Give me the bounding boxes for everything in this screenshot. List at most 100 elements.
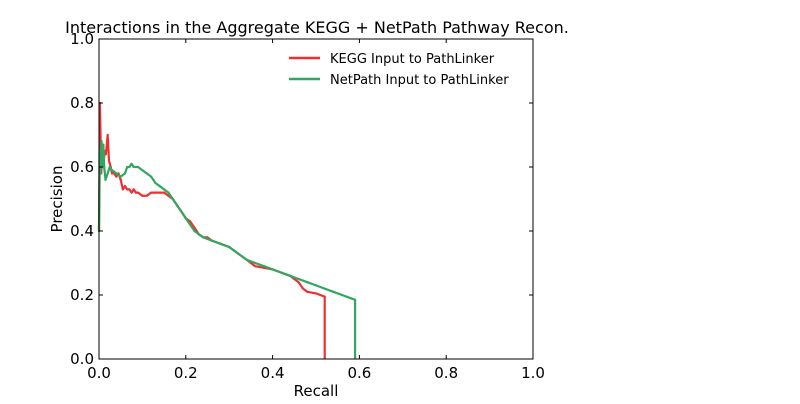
x-tick-label: 0.6 — [347, 364, 371, 382]
data-point — [108, 165, 111, 169]
y-tick-label: 0.8 — [70, 94, 94, 112]
legend-label: KEGG Input to PathLinker — [330, 52, 495, 67]
x-tick-label: 0.8 — [434, 364, 458, 382]
data-point — [141, 194, 144, 197]
data-point — [340, 293, 344, 297]
y-tick-label: 0.2 — [70, 286, 94, 304]
series-line-0 — [97, 101, 326, 359]
data-point — [306, 290, 309, 293]
tick-layer: 0.0 0.2 0.4 0.6 0.8 1.0 0.0 0.2 0.4 0.6 0.8 1.0 — [70, 30, 545, 382]
data-point — [297, 277, 300, 281]
data-point — [132, 188, 135, 191]
y-tick-label: 1.0 — [70, 30, 94, 48]
x-tick-label: 0.0 — [87, 364, 111, 382]
data-point — [130, 191, 133, 194]
data-point — [254, 265, 257, 268]
data-point — [137, 165, 140, 169]
data-point — [99, 172, 102, 175]
data-point — [314, 292, 318, 295]
data-point — [297, 281, 300, 284]
data-point — [176, 204, 179, 207]
x-tick-label: 0.4 — [261, 364, 285, 382]
series-layer — [97, 101, 357, 359]
data-point — [163, 188, 166, 191]
data-point — [115, 172, 118, 175]
data-point — [184, 217, 187, 220]
data-point — [228, 245, 231, 249]
data-point — [280, 271, 283, 274]
legend-label: NetPath Input to PathLinker — [330, 73, 509, 88]
data-point — [123, 172, 127, 175]
y-tick-label: 0.0 — [70, 350, 94, 368]
data-point — [354, 298, 357, 301]
data-point — [271, 268, 274, 271]
data-point — [152, 178, 155, 181]
data-point — [106, 133, 109, 137]
data-point — [158, 191, 161, 194]
data-point — [158, 185, 161, 188]
data-point — [154, 191, 157, 194]
y-tick-label: 0.6 — [70, 158, 94, 176]
data-point — [306, 281, 309, 284]
data-point — [301, 287, 305, 290]
data-point — [137, 191, 140, 194]
data-point — [123, 185, 127, 188]
data-point — [314, 284, 318, 287]
chart-title: Interactions in the Aggregate KEGG + Net… — [65, 18, 569, 37]
data-point — [128, 165, 131, 169]
data-point — [245, 258, 248, 261]
y-tick-label: 0.4 — [70, 222, 94, 240]
data-point — [180, 210, 183, 213]
y-axis-label: Precision — [48, 166, 66, 233]
data-point — [262, 265, 265, 268]
data-point — [154, 181, 157, 185]
data-point — [104, 153, 107, 156]
data-point — [189, 223, 192, 226]
plot-frame — [98, 38, 534, 360]
data-point — [141, 169, 144, 172]
data-point — [102, 143, 105, 146]
data-point — [110, 169, 114, 172]
data-point — [104, 178, 107, 181]
data-point — [150, 191, 153, 194]
data-point — [332, 290, 335, 293]
x-tick-label: 1.0 — [521, 364, 545, 382]
data-point — [107, 159, 111, 162]
x-axis-label: Recall — [294, 382, 339, 400]
data-point — [128, 188, 131, 191]
data-point — [323, 295, 326, 298]
data-point — [130, 162, 133, 165]
data-point — [126, 165, 129, 169]
data-point — [202, 236, 205, 239]
data-point — [103, 165, 106, 169]
data-point — [319, 293, 322, 297]
data-point — [171, 197, 174, 201]
data-point — [254, 261, 257, 265]
data-point — [121, 188, 124, 191]
data-point — [167, 191, 170, 194]
data-point — [288, 274, 292, 277]
data-point — [110, 172, 114, 175]
data-point — [349, 297, 352, 300]
data-point — [150, 175, 153, 178]
data-point — [115, 175, 118, 178]
x-tick-label: 0.2 — [174, 364, 198, 382]
data-point — [119, 178, 122, 181]
data-point — [100, 140, 103, 143]
series-line-1 — [97, 140, 357, 359]
data-point — [119, 175, 122, 178]
data-point — [193, 229, 196, 233]
data-point — [210, 239, 213, 242]
data-point — [126, 188, 129, 191]
data-point — [145, 172, 148, 175]
data-point — [206, 237, 209, 241]
legend: KEGG Input to PathLinker NetPath Input to… — [289, 52, 509, 88]
data-point — [163, 191, 166, 194]
data-point — [145, 194, 148, 197]
data-point — [134, 191, 137, 194]
data-point — [219, 242, 222, 245]
data-point — [197, 233, 200, 236]
data-point — [132, 165, 135, 169]
